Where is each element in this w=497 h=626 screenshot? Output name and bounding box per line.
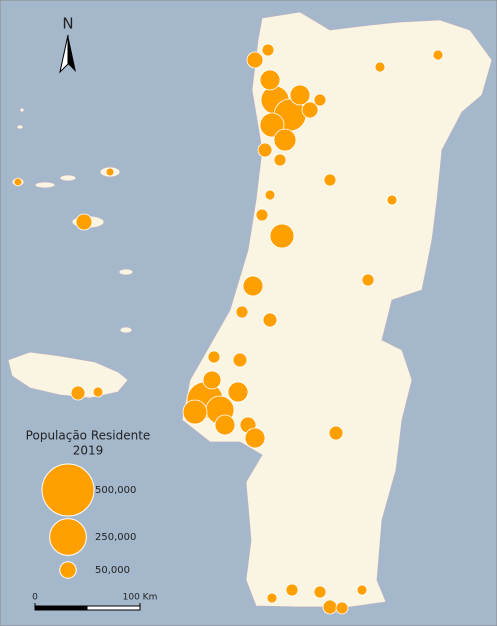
land: [7, 11, 493, 608]
legend-title: 2019: [73, 444, 104, 458]
legend-label: 500,000: [95, 485, 136, 496]
legend-title: População Residente: [26, 429, 151, 443]
legend-bubble: [41, 463, 95, 517]
legend-bubble: [59, 561, 77, 579]
municipality-bubbles: [13, 43, 444, 615]
legend-label: 50,000: [95, 565, 130, 576]
scale-bar-half: [35, 606, 88, 610]
north-label: N: [62, 15, 73, 33]
legend-bubble: [49, 518, 87, 556]
legend-label: 250,000: [95, 532, 136, 543]
scale-bar: 0 100 Km: [32, 593, 157, 611]
scale-label: 100 Km: [123, 593, 158, 603]
scale-label: 0: [32, 593, 38, 603]
north-arrow: [59, 34, 76, 74]
